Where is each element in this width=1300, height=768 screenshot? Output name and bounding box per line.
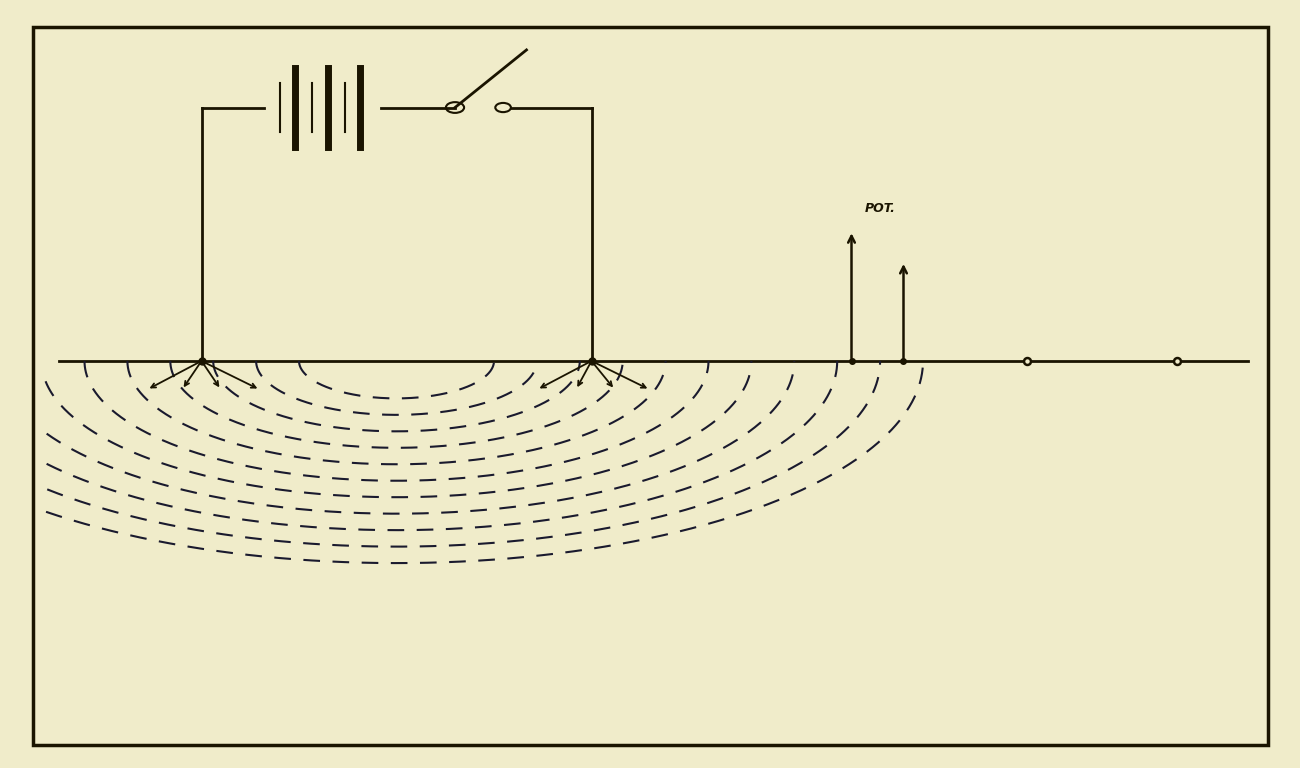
Text: POT.: POT.	[864, 202, 896, 215]
